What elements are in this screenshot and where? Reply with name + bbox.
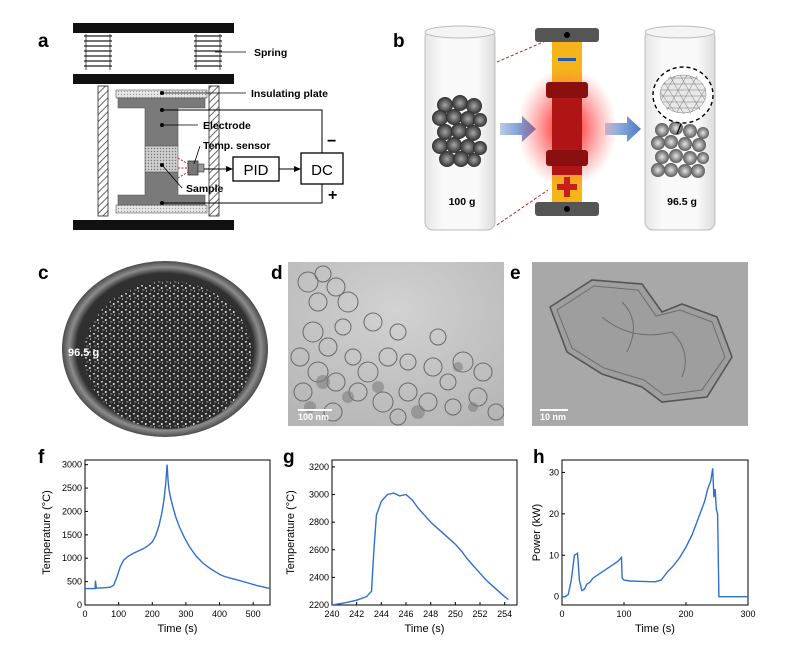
- x-axis-label: Time (s): [158, 623, 198, 635]
- flake-pile: [84, 281, 252, 429]
- process-illustration: 100 g 96.5 g: [424, 25, 716, 231]
- x-tick-label: 100: [111, 609, 126, 619]
- y-tick-label: 2200: [309, 600, 329, 610]
- middle-plate: [73, 74, 234, 84]
- panel-label-h: h: [533, 447, 545, 468]
- chart-temperature-zoom: 240 242 244 246 248 250 252 254 2200 2400 2600 2800…: [285, 459, 518, 635]
- mass-after-label: 96.5 g: [667, 196, 697, 208]
- top-electrode: [117, 97, 206, 147]
- left-wall: [97, 85, 109, 217]
- x-tick-label: 300: [178, 609, 193, 619]
- scalebar-d-label: 100 nm: [298, 412, 330, 422]
- sample: [144, 145, 179, 173]
- x-axis-label: Time (s): [405, 623, 445, 635]
- y-tick-label: 3000: [62, 460, 82, 470]
- label-spring: Spring: [254, 47, 287, 59]
- plot-frame: [561, 459, 749, 606]
- x-tick-label: 242: [349, 609, 364, 619]
- pid-label: PID: [243, 162, 268, 179]
- y-tick-label: 1500: [62, 530, 82, 540]
- tem-image-low-mag: 100 nm: [288, 262, 504, 426]
- y-tick-label: 20: [549, 509, 559, 519]
- x-tick-label: 100: [616, 609, 631, 619]
- product-particles: [651, 121, 709, 178]
- y-axis-label: Temperature (°C): [41, 490, 53, 574]
- dc-label: DC: [311, 162, 333, 179]
- chart-temperature-full: 0 100 200 300 400 500 0 500 1000 1500 2000 2500 3000…: [41, 459, 271, 635]
- x-tick-label: 0: [82, 609, 87, 619]
- y-tick-label: 2800: [309, 517, 329, 527]
- top-plate: [73, 23, 234, 33]
- x-tick-label: 200: [678, 609, 693, 619]
- x-tick-label: 244: [374, 609, 389, 619]
- x-tick-label: 254: [497, 609, 512, 619]
- mass-before-label: 100 g: [449, 196, 476, 208]
- label-sample: Sample: [186, 183, 224, 195]
- scalebar-e: 10 nm: [540, 409, 568, 422]
- right-spring: [194, 34, 222, 70]
- scalebar-d: 100 nm: [298, 409, 332, 422]
- x-tick-label: 200: [145, 609, 160, 619]
- y-tick-label: 0: [554, 592, 559, 602]
- temp-sensor: [187, 160, 199, 176]
- x-tick-label: 300: [740, 609, 755, 619]
- panel-label-c: c: [38, 263, 49, 284]
- y-tick-label: 2000: [62, 506, 82, 516]
- panel-label-b: b: [393, 31, 405, 52]
- photo-mass-label: 96.5 g: [68, 347, 99, 359]
- panel-label-d: d: [271, 263, 283, 284]
- y-tick-label: 3000: [309, 490, 329, 500]
- y-axis-label: Temperature (°C): [285, 490, 297, 574]
- y-tick-label: 30: [549, 467, 559, 477]
- panel-label-g: g: [283, 447, 295, 468]
- label-temp-sensor: Temp. sensor: [203, 140, 271, 152]
- x-tick-label: 252: [472, 609, 487, 619]
- right-wall: [208, 85, 220, 217]
- y-tick-label: 500: [67, 577, 82, 587]
- graphene-mesh: [659, 74, 707, 115]
- panel-label-f: f: [38, 447, 45, 468]
- bottom-plate: [73, 220, 234, 230]
- x-tick-label: 248: [423, 609, 438, 619]
- y-tick-label: 2600: [309, 545, 329, 555]
- graphene-sheet: [549, 279, 733, 403]
- x-tick-label: 500: [246, 609, 261, 619]
- y-axis-label: Power (kW): [531, 504, 543, 561]
- arrow-right: [605, 116, 641, 142]
- y-tick-label: 2400: [309, 572, 329, 582]
- scalebar-e-label: 10 nm: [540, 412, 567, 422]
- raw-particles: [432, 95, 487, 167]
- left-spring: [84, 34, 112, 70]
- insulating-plate-bottom: [115, 204, 208, 214]
- series-line: [85, 464, 270, 590]
- x-tick-label: 400: [212, 609, 227, 619]
- chart-power: 0 100 200 300 0 10 20 30 Time (s) Power (kW): [531, 459, 756, 635]
- polarity-minus: −: [327, 133, 336, 150]
- x-tick-label: 250: [448, 609, 463, 619]
- plot-frame: [84, 459, 271, 606]
- y-tick-label: 3200: [309, 462, 329, 472]
- x-axis-label: Time (s): [635, 623, 675, 635]
- plot-frame: [331, 459, 518, 606]
- apparatus-schematic: Spring Insulating plate Electrode Temp. …: [73, 23, 344, 230]
- y-tick-label: 1000: [62, 553, 82, 563]
- x-tick-label: 0: [559, 609, 564, 619]
- sensor-beam: [177, 157, 189, 179]
- x-tick-label: 240: [324, 609, 339, 619]
- polarity-plus: +: [328, 187, 337, 204]
- label-electrode: Electrode: [203, 120, 251, 132]
- y-tick-label: 0: [77, 600, 82, 610]
- panel-label-e: e: [510, 263, 521, 284]
- y-tick-label: 10: [549, 550, 559, 560]
- tem-image-high-mag: 10 nm: [532, 262, 748, 426]
- nanosheet-clusters: [290, 265, 504, 426]
- series-line: [332, 492, 509, 605]
- x-tick-label: 246: [398, 609, 413, 619]
- product-photo: 96.5 g: [60, 260, 270, 438]
- y-tick-label: 2500: [62, 483, 82, 493]
- label-insulating-plate: Insulating plate: [251, 88, 328, 100]
- panel-label-a: a: [38, 31, 49, 52]
- series-line: [562, 468, 748, 598]
